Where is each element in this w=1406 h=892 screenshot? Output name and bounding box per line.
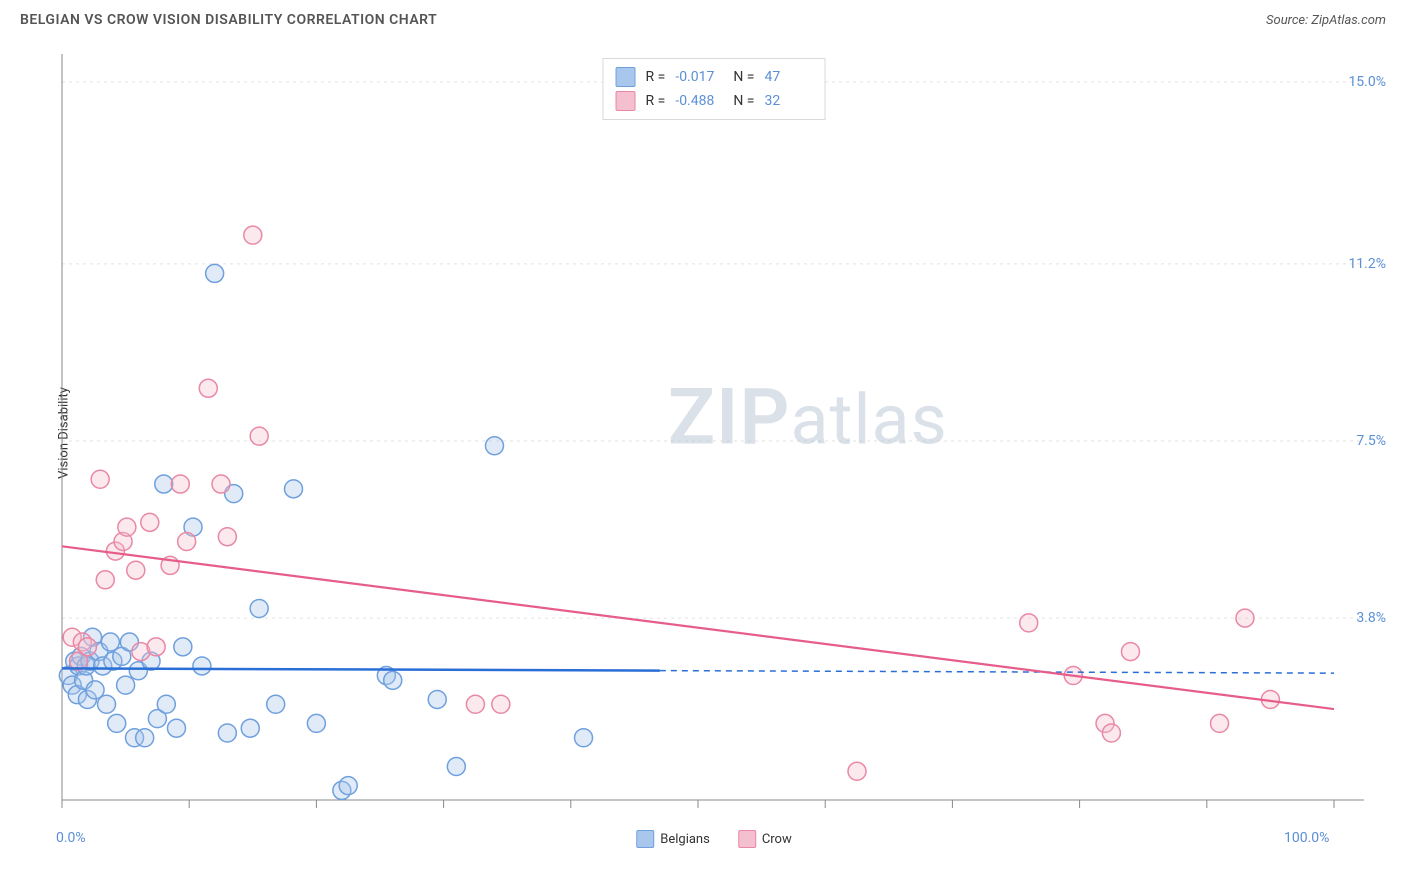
data-point <box>485 437 503 455</box>
data-point <box>466 695 484 713</box>
y-tick-label: 11.2% <box>1348 256 1386 272</box>
data-point <box>96 571 114 589</box>
correlation-stats-box: R = -0.017 N = 47 R = -0.488 N = 32 <box>603 58 826 120</box>
data-point <box>339 777 357 795</box>
data-point <box>241 719 259 737</box>
y-tick-label: 15.0% <box>1348 74 1386 90</box>
data-point <box>285 480 303 498</box>
legend-label: Crow <box>762 832 792 847</box>
data-point <box>1020 614 1038 632</box>
data-point <box>244 226 262 244</box>
source-attribution: Source: ZipAtlas.com <box>1266 13 1386 28</box>
data-point <box>575 729 593 747</box>
data-point <box>212 475 230 493</box>
x-tick-label: 0.0% <box>56 830 86 846</box>
stats-row: R = -0.017 N = 47 <box>616 65 813 89</box>
data-point <box>117 676 135 694</box>
data-point <box>307 714 325 732</box>
data-point <box>206 264 224 282</box>
data-point <box>178 532 196 550</box>
data-point <box>199 379 217 397</box>
stats-row: R = -0.488 N = 32 <box>616 89 813 113</box>
data-point <box>492 695 510 713</box>
stats-n-label: N = <box>733 69 754 85</box>
data-point <box>250 600 268 618</box>
stats-swatch <box>616 91 636 111</box>
y-tick-label: 7.5% <box>1356 433 1386 449</box>
data-point <box>218 528 236 546</box>
data-point <box>118 518 136 536</box>
y-tick-label: 3.8% <box>1356 610 1386 626</box>
scatter-plot <box>44 48 1384 818</box>
data-point <box>848 762 866 780</box>
data-point <box>1211 714 1229 732</box>
legend-label: Belgians <box>660 832 710 847</box>
data-point <box>428 690 446 708</box>
data-point <box>218 724 236 742</box>
stats-r-label: R = <box>646 93 666 109</box>
stats-n-value: 47 <box>764 69 812 85</box>
data-point <box>250 427 268 445</box>
data-point <box>141 513 159 531</box>
data-point <box>1236 609 1254 627</box>
chart-header: BELGIAN VS CROW VISION DISABILITY CORREL… <box>0 0 1406 36</box>
legend-item: Belgians <box>636 830 710 848</box>
data-point <box>108 714 126 732</box>
data-point <box>155 475 173 493</box>
stats-r-value: -0.017 <box>675 69 723 85</box>
plot-container: Vision Disability ZIPatlas R =-0.017N =4… <box>44 48 1384 818</box>
x-tick-label: 100.0% <box>1284 830 1329 846</box>
data-point <box>171 475 189 493</box>
stats-swatch <box>616 67 636 87</box>
legend: Belgians Crow <box>636 830 792 848</box>
data-point <box>98 695 116 713</box>
legend-item: Crow <box>738 830 792 848</box>
stats-n-label: N = <box>733 93 754 109</box>
data-point <box>447 757 465 775</box>
chart-title: BELGIAN VS CROW VISION DISABILITY CORREL… <box>20 12 437 28</box>
data-point <box>147 638 165 656</box>
stats-r-label: R = <box>646 69 666 85</box>
data-point <box>136 729 154 747</box>
legend-swatch <box>636 830 654 848</box>
data-point <box>267 695 285 713</box>
legend-swatch <box>738 830 756 848</box>
data-point <box>127 561 145 579</box>
data-point <box>193 657 211 675</box>
data-point <box>78 638 96 656</box>
stats-n-value: 32 <box>764 93 812 109</box>
data-point <box>1121 643 1139 661</box>
data-point <box>1102 724 1120 742</box>
trend-line <box>62 546 1334 709</box>
data-point <box>174 638 192 656</box>
data-point <box>157 695 175 713</box>
trend-line-extrapolated <box>660 671 1334 674</box>
data-point <box>91 470 109 488</box>
data-point <box>167 719 185 737</box>
data-point <box>384 671 402 689</box>
stats-r-value: -0.488 <box>675 93 723 109</box>
